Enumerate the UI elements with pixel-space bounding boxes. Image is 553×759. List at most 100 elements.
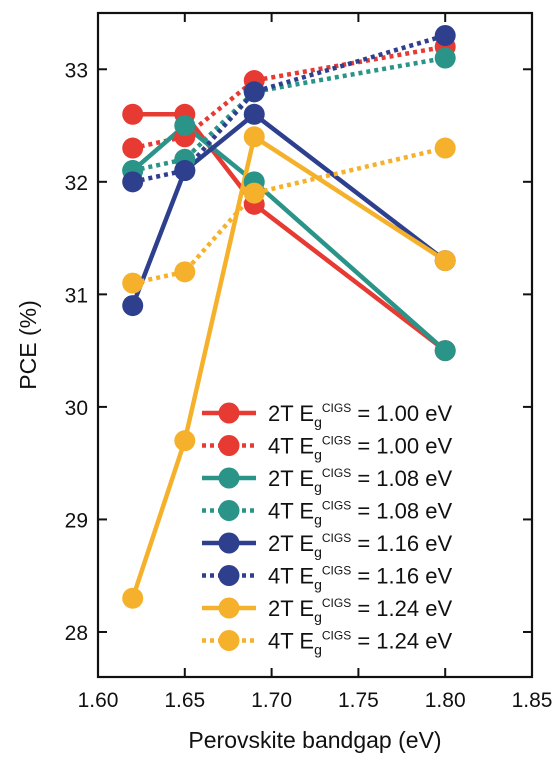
x-axis-title: Perovskite bandgap (eV)	[188, 727, 441, 753]
legend-label: 4T EgCIGS = 1.08 eV	[268, 499, 452, 528]
y-tick-label: 29	[65, 509, 88, 532]
legend-label-sup: CIGS	[322, 499, 351, 513]
series-line-3	[132, 55, 446, 173]
legend-marker	[218, 565, 240, 586]
legend-label-suffix: = 1.24 eV	[351, 629, 452, 654]
legend-marker	[218, 532, 240, 554]
legend-label: 4T EgCIGS = 1.16 eV	[268, 564, 452, 593]
legend-label-prefix: 2T E	[268, 596, 314, 621]
legend-label-sub: g	[314, 642, 322, 658]
x-tick-label: 1.60	[78, 689, 119, 712]
legend-label: 4T EgCIGS = 1.00 eV	[268, 434, 452, 463]
series-line-0	[132, 112, 447, 353]
data-point-s4-p0	[122, 295, 144, 317]
legend-item-3: 4T EgCIGS = 1.08 eV	[202, 499, 452, 528]
series-line-6	[130, 134, 447, 599]
legend-label-prefix: 4T E	[268, 499, 314, 524]
y-tick-label: 33	[65, 59, 88, 82]
legend-label-sup: CIGS	[322, 466, 351, 480]
series-line-7	[132, 145, 446, 286]
series-line-4	[130, 112, 447, 307]
y-tick-label: 28	[65, 622, 88, 645]
series-line-1	[132, 44, 446, 151]
data-point-s4-p2	[243, 103, 265, 125]
legend-label: 4T EgCIGS = 1.24 eV	[268, 629, 452, 658]
data-point-s6-p1	[174, 430, 196, 452]
legend-label: 2T EgCIGS = 1.24 eV	[268, 596, 452, 625]
legend-label-prefix: 2T E	[268, 466, 314, 491]
legend-label-sup: CIGS	[322, 596, 351, 610]
legend-marker	[218, 630, 240, 651]
legend-item-4: 2T EgCIGS = 1.16 eV	[202, 531, 452, 560]
series-lines	[130, 33, 447, 599]
data-point-s5-p1	[174, 160, 196, 182]
data-point-s0-p0	[122, 103, 144, 125]
x-tick-label: 1.75	[338, 689, 379, 712]
legend-label-suffix: = 1.00 eV	[351, 401, 452, 426]
data-point-s6-p0	[122, 587, 144, 609]
x-tick-label: 1.70	[251, 689, 292, 712]
x-tick-label: 1.85	[512, 689, 553, 712]
axis-ticks: 1.60 1.65 1.70 1.75 1.80 1.85 28 29 30 31 32 33	[65, 13, 553, 712]
data-point-s1-p0	[122, 137, 144, 159]
legend-item-0: 2T EgCIGS = 1.00 eV	[202, 401, 452, 430]
legend-label-suffix: = 1.08 eV	[351, 466, 452, 491]
legend-item-6: 2T EgCIGS = 1.24 eV	[202, 596, 452, 625]
series-line-2	[131, 123, 447, 353]
legend-marker	[218, 402, 240, 424]
chart-marks	[122, 25, 456, 609]
data-point-s7-p0	[122, 272, 144, 294]
legend-label-sub: g	[314, 479, 322, 495]
series-points	[122, 25, 456, 609]
legend-label-sup: CIGS	[322, 401, 351, 415]
legend-label-prefix: 2T E	[268, 401, 314, 426]
legend-label-suffix: = 1.00 eV	[351, 434, 452, 459]
legend-label-suffix: = 1.16 eV	[351, 531, 452, 556]
data-point-s7-p3	[434, 137, 456, 159]
legend-label-sup: CIGS	[322, 434, 351, 448]
y-tick-label: 32	[65, 172, 88, 195]
data-point-s6-p3	[434, 250, 456, 272]
legend-label-prefix: 4T E	[268, 564, 314, 589]
y-axis-title: PCE (%)	[15, 300, 41, 389]
data-point-s2-p3	[434, 340, 456, 362]
legend-label-prefix: 4T E	[268, 434, 314, 459]
legend-label-sub: g	[314, 447, 322, 463]
x-tick-label: 1.65	[164, 689, 205, 712]
data-point-s3-p3	[434, 47, 456, 69]
legend-label-prefix: 4T E	[268, 629, 314, 654]
legend-label-sub: g	[314, 414, 322, 430]
legend-item-2: 2T EgCIGS = 1.08 eV	[202, 466, 452, 495]
data-point-s5-p2	[243, 81, 265, 103]
legend-label: 2T EgCIGS = 1.00 eV	[268, 401, 452, 430]
legend-label-suffix: = 1.08 eV	[351, 499, 452, 524]
legend-label: 2T EgCIGS = 1.08 eV	[268, 466, 452, 495]
legend-label-suffix: = 1.16 eV	[351, 564, 452, 589]
legend-label-sub: g	[314, 544, 322, 560]
legend-label-prefix: 2T E	[268, 531, 314, 556]
legend-label-sub: g	[314, 577, 322, 593]
legend-label-sub: g	[314, 609, 322, 625]
plot-frame	[96, 11, 534, 679]
series-line-5	[132, 33, 446, 185]
legend-item-7: 4T EgCIGS = 1.24 eV	[202, 629, 452, 658]
legend-item-1: 4T EgCIGS = 1.00 eV	[202, 434, 452, 463]
data-point-s5-p3	[434, 25, 456, 47]
y-tick-label: 31	[65, 284, 88, 307]
legend-marker	[218, 597, 240, 619]
legend-label-sub: g	[314, 512, 322, 528]
legend-marker	[218, 500, 240, 521]
legend-label-sup: CIGS	[322, 531, 351, 545]
legend-item-5: 4T EgCIGS = 1.16 eV	[202, 564, 452, 593]
data-point-s2-p1	[174, 115, 196, 137]
legend-marker	[218, 435, 240, 456]
x-tick-label: 1.80	[425, 689, 466, 712]
data-point-s6-p2	[243, 126, 265, 148]
y-tick-label: 30	[65, 397, 88, 420]
data-point-s7-p1	[174, 261, 196, 283]
data-point-s5-p0	[122, 171, 144, 193]
legend-label: 2T EgCIGS = 1.16 eV	[268, 531, 452, 560]
legend-label-sup: CIGS	[322, 564, 351, 578]
